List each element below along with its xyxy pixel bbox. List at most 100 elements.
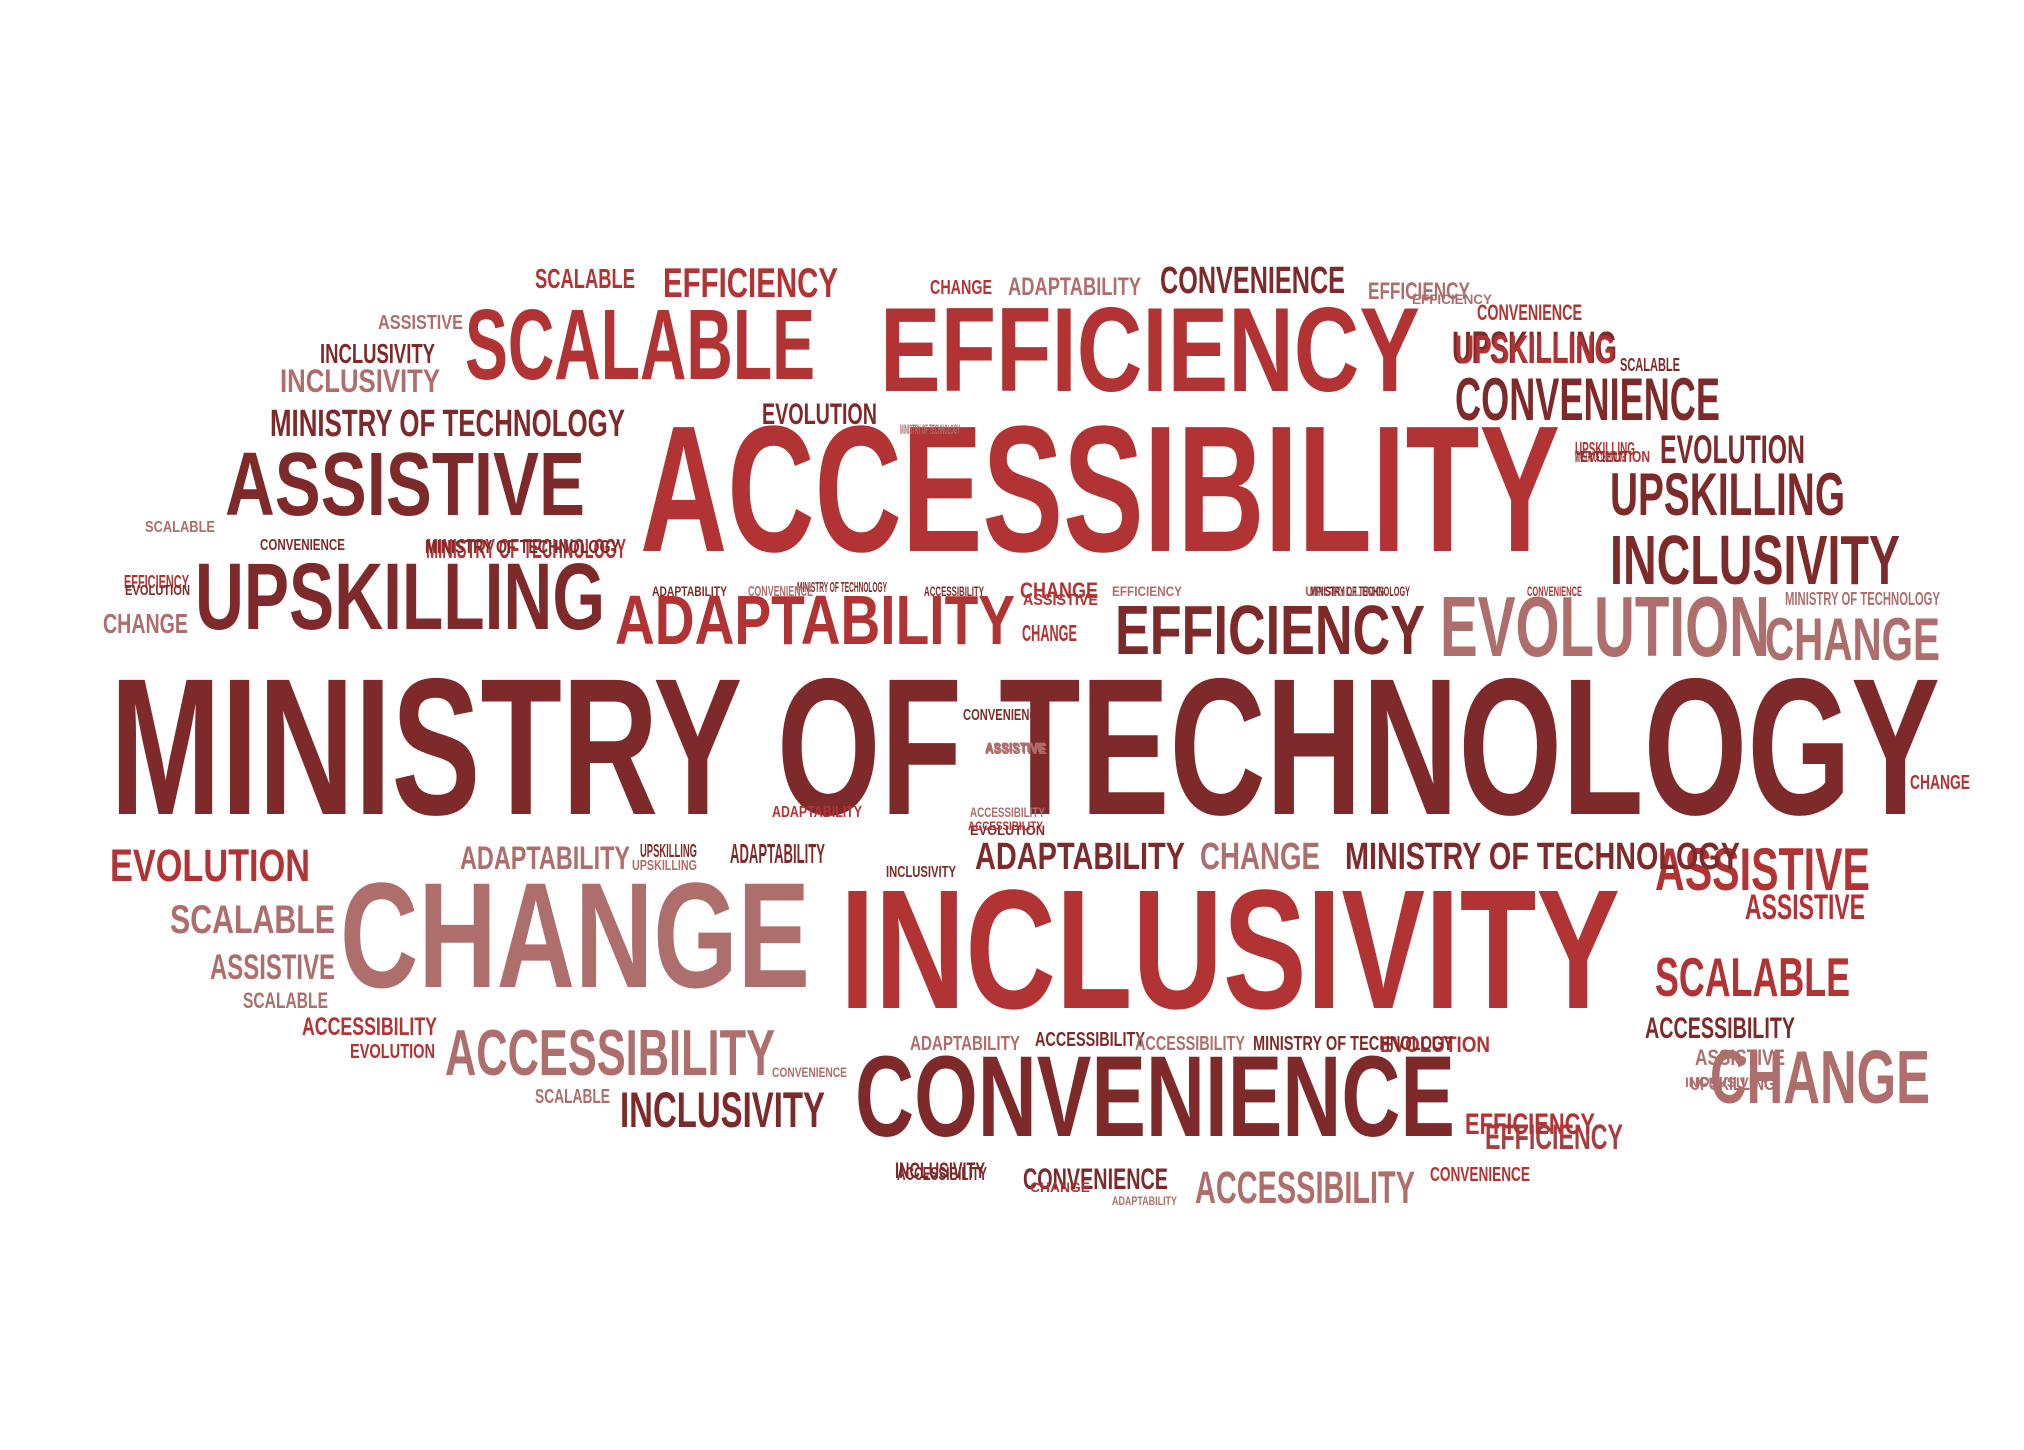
cloud-word-28: INCLUSIVITY: [620, 1082, 825, 1138]
cloud-word-86: EVOLUTION: [125, 582, 190, 599]
cloud-word-38: SCALABLE: [535, 263, 635, 294]
cloud-word-49: INCLUSIVITY: [320, 338, 435, 369]
cloud-word-92: INCLUSIVITY: [1685, 1074, 1770, 1090]
cloud-word-14: ACCESSIBILITY: [445, 1016, 775, 1089]
cloud-word-20: ASSISTIVE: [1655, 836, 1870, 903]
cloud-word-105: CHANGE: [1030, 1179, 1090, 1195]
cloud-word-56: UPSKILLING: [1575, 439, 1635, 459]
cloud-word-74: EFFICIENCY: [124, 572, 189, 592]
cloud-word-69: MINISTRY OF TECHNOLOGY: [1785, 589, 1940, 609]
cloud-word-36: ASSISTIVE: [210, 948, 335, 987]
cloud-word-29: UPSKILLING: [1452, 322, 1617, 373]
cloud-word-94: ADAPTABILITY: [1112, 1194, 1177, 1208]
cloud-word-88: ACCESSIBILITY: [924, 583, 984, 599]
cloud-word-73: EVOLUTION: [1580, 449, 1650, 466]
cloud-word-71: UPSKILLING: [640, 841, 697, 861]
cloud-word-1: MINISTRY OF TECHNOLOGY: [110, 638, 1940, 856]
cloud-word-55: CHANGE: [103, 608, 188, 639]
cloud-word-64: EFFICIENCY: [1465, 1108, 1595, 1141]
cloud-word-93: CONVENIENCE: [772, 1064, 847, 1080]
cloud-word-52: SCALABLE: [243, 988, 328, 1013]
cloud-word-45: CONVENIENCE: [1477, 300, 1582, 325]
cloud-word-4: CHANGE: [340, 851, 810, 1019]
cloud-word-51: EVOLUTION: [350, 1041, 435, 1063]
cloud-word-102: ADAPTABILITY: [772, 804, 862, 821]
cloud-word-22: SCALABLE: [1655, 946, 1850, 1008]
cloud-word-31: CONVENIENCE: [1160, 260, 1345, 302]
cloud-word-53: MINISTRY OF TECHNOLOGY: [426, 533, 626, 564]
cloud-word-39: EFFICIENCY: [663, 259, 838, 306]
cloud-word-5: EFFICIENCY: [880, 283, 1420, 417]
cloud-word-58: INCLUSIVITY: [895, 1158, 985, 1183]
cloud-word-75: CHANGE: [1020, 578, 1098, 603]
cloud-word-34: CHANGE: [1200, 836, 1320, 878]
cloud-word-90: UPSKILLING: [1305, 583, 1385, 599]
cloud-word-78: ACCESSIBILITY: [1135, 1033, 1245, 1055]
cloud-word-84: ASSISTIVE: [985, 739, 1045, 755]
cloud-word-26: EVOLUTION: [110, 840, 310, 891]
cloud-word-95: ACCESSIBILITY: [897, 1164, 987, 1184]
cloud-word-76: MINISTRY OF TECHNOLOGY: [1253, 1033, 1453, 1055]
cloud-word-54: CHANGE: [1022, 620, 1077, 646]
cloud-word-3: INCLUSIVITY: [840, 855, 1620, 1045]
cloud-word-46: UPSKILLING: [1455, 328, 1615, 372]
cloud-word-77: ADAPTABILITY: [910, 1033, 1020, 1055]
cloud-word-6: CONVENIENCE: [855, 1033, 1455, 1161]
cloud-word-83: CONVENIENCE: [963, 707, 1045, 724]
cloud-word-87: ASSISTIVE: [1023, 592, 1098, 609]
cloud-word-63: EVOLUTION: [1380, 1032, 1490, 1057]
cloud-word-27: SCALABLE: [170, 898, 335, 942]
cloud-word-62: UPSKILLING: [1690, 1074, 1775, 1094]
cloud-word-82: CONVENIENCE: [748, 583, 813, 600]
cloud-word-59: CONVENIENCE: [1430, 1164, 1530, 1186]
cloud-word-21: ASSISTIVE: [1745, 888, 1865, 927]
cloud-word-101: CONVENIENCE: [1527, 583, 1582, 599]
cloud-word-16: INCLUSIVITY: [1610, 521, 1900, 599]
cloud-word-100: EFFICIENCY: [1412, 291, 1492, 307]
cloud-word-11: EVOLUTION: [1440, 580, 1770, 675]
cloud-word-9: UPSKILLING: [195, 544, 605, 650]
cloud-word-68: ASSISTIVE: [986, 741, 1046, 758]
cloud-word-13: CHANGE: [1765, 606, 1940, 673]
cloud-word-97: MINISTRY OF TECHNOLOGY: [1575, 449, 1627, 466]
cloud-word-104: ASSISTIVE: [985, 741, 1047, 757]
cloud-word-15: CONVENIENCE: [1455, 366, 1720, 433]
cloud-word-57: ADAPTABILITY: [730, 838, 825, 869]
cloud-word-67: CHANGE: [1910, 772, 1970, 794]
cloud-word-18: CHANGE: [1710, 1035, 1930, 1119]
cloud-word-32: ACCESSIBILITY: [1195, 1162, 1415, 1213]
cloud-word-80: ACCESSIBILITY: [970, 804, 1045, 820]
cloud-word-42: ADAPTABILITY: [460, 840, 630, 876]
cloud-word-65: ASSISTIVE: [1695, 1045, 1785, 1070]
cloud-word-23: MINISTRY OF TECHNOLOGY: [270, 403, 625, 445]
cloud-word-70: CONVENIENCE: [260, 537, 345, 554]
cloud-word-96: EVOLUTION: [970, 822, 1045, 838]
cloud-word-12: EFFICIENCY: [1115, 591, 1425, 669]
cloud-word-19: EVOLUTION: [1660, 428, 1805, 472]
cloud-word-60: SCALABLE: [535, 1086, 610, 1108]
cloud-word-50: ACCESSIBILITY: [302, 1013, 437, 1041]
cloud-word-43: EVOLUTION: [762, 398, 877, 431]
cloud-word-79: INCLUSIVITY: [886, 864, 956, 881]
cloud-word-103: ACCESSIBILITY: [968, 819, 1043, 833]
cloud-word-98: MINISTRY OF TECHNOLOGY: [900, 421, 960, 437]
cloud-word-47: SCALABLE: [1620, 355, 1680, 375]
cloud-word-8: ASSISTIVE: [225, 435, 585, 535]
cloud-word-81: MINISTRY OF TECHNOLOGY: [797, 579, 887, 596]
cloud-word-17: UPSKILLING: [1610, 461, 1845, 528]
cloud-word-33: ADAPTABILITY: [1008, 273, 1141, 301]
cloud-word-91: UPSKILLING: [632, 857, 697, 874]
cloud-word-89: ADAPTABILITY: [652, 583, 727, 599]
cloud-word-61: ACCESSIBILITY: [1035, 1029, 1145, 1051]
cloud-word-10: ADAPTABILITY: [615, 581, 1015, 659]
cloud-word-44: EFFICIENCY: [1368, 278, 1470, 305]
cloud-word-37: INCLUSIVITY: [280, 363, 440, 399]
cloud-word-41: CONVENIENCE: [1023, 1163, 1168, 1196]
cloud-word-99: MINISTRY OF TECHNOLOGY: [1310, 583, 1410, 599]
cloud-word-2: ACCESSIBILITY: [640, 389, 1560, 590]
cloud-word-66: SCALABLE: [145, 519, 215, 536]
cloud-word-35: ACCESSIBILITY: [1645, 1012, 1795, 1045]
cloud-word-40: CHANGE: [930, 277, 992, 299]
cloud-word-25: MINISTRY OF TECHNOLOGY: [1345, 836, 1740, 878]
